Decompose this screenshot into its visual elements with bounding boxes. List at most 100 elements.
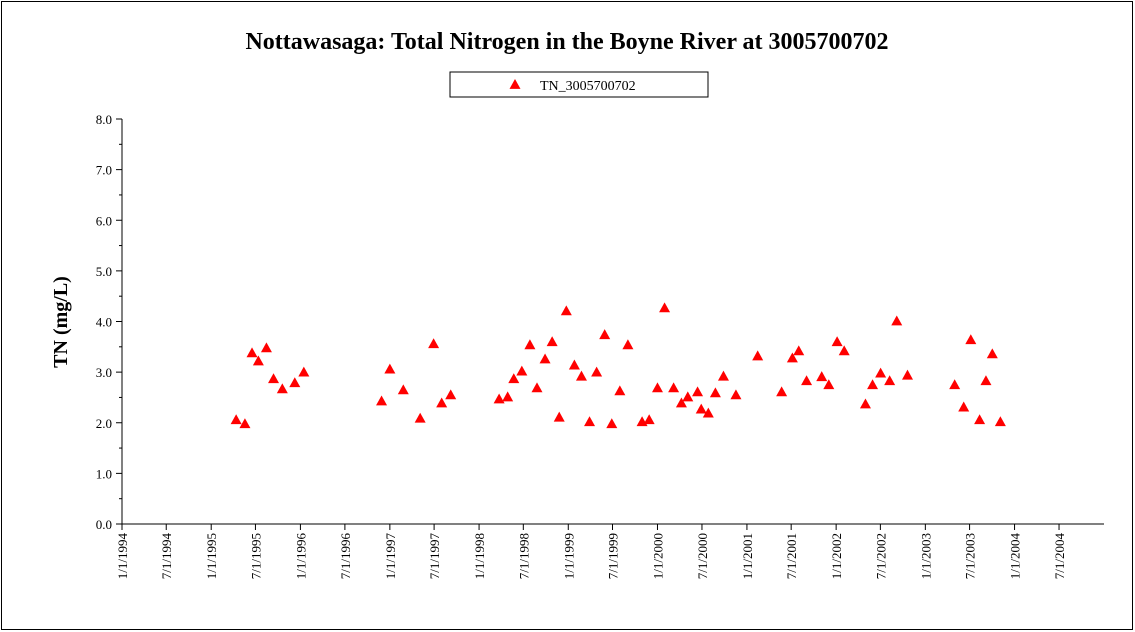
marker [539,353,551,364]
marker [884,375,896,386]
y-tick-label: 7.0 [96,163,112,178]
x-tick-label: 7/1/2001 [784,533,799,579]
marker [801,375,813,386]
marker [651,382,663,393]
marker [584,416,596,427]
marker [786,352,798,363]
y-axis-label: TN (mg/L) [50,276,72,368]
y-tick-label: 6.0 [96,213,112,228]
marker [730,389,742,400]
marker [875,367,887,378]
marker [591,366,603,377]
marker [902,369,914,380]
marker [891,315,903,326]
marker [717,370,729,381]
marker [867,379,879,390]
marker [252,355,264,366]
marker [702,407,714,418]
marker [776,386,788,397]
x-tick-label: 7/1/1995 [248,533,263,579]
marker [289,377,301,388]
marker [986,348,998,359]
marker [980,375,992,386]
marker [298,366,310,377]
marker [268,373,280,384]
x-tick-label: 1/1/1995 [204,533,219,579]
marker [614,385,626,396]
marker [994,416,1006,427]
marker [965,334,977,345]
marker [793,345,805,356]
marker [859,398,871,409]
marker [428,338,440,349]
marker [816,371,828,382]
marker [436,397,448,408]
marker [752,350,764,361]
marker [531,382,543,393]
legend-box [449,71,709,98]
marker [831,336,843,347]
y-tick-label: 8.0 [96,112,112,127]
x-tick-label: 1/1/2002 [829,533,844,579]
marker [622,339,634,350]
x-tick-label: 1/1/2003 [918,533,933,579]
x-tick-label: 7/1/2003 [963,533,978,579]
marker [682,391,694,402]
marker [516,365,528,376]
marker [823,379,835,390]
x-tick-label: 7/1/1996 [338,533,353,580]
marker [553,411,565,422]
marker [675,397,687,408]
marker [668,382,680,393]
x-tick-label: 7/1/2004 [1052,533,1067,580]
x-tick-label: 1/1/2000 [650,533,665,579]
marker [239,418,251,429]
x-tick-label: 7/1/1999 [606,533,621,579]
marker [709,387,721,398]
marker [276,383,288,394]
x-tick-label: 1/1/1997 [383,533,398,580]
y-tick-label: 4.0 [96,315,112,330]
marker [246,347,258,358]
marker [560,305,572,316]
marker [568,359,580,370]
marker [384,363,396,374]
x-tick-label: 7/1/1998 [516,533,531,579]
marker [949,379,961,390]
x-tick-label: 1/1/2001 [740,533,755,579]
y-tick-label: 3.0 [96,365,112,380]
marker [838,345,850,356]
marker [230,414,242,425]
marker [599,329,611,340]
marker [659,302,671,313]
marker [508,373,520,384]
marker [445,389,457,400]
marker [524,339,536,350]
x-tick-label: 7/1/1994 [159,533,174,580]
x-tick-label: 1/1/1996 [293,533,308,580]
marker [695,403,707,414]
marker [260,342,272,353]
marker [376,395,388,406]
marker [974,414,986,425]
x-tick-label: 7/1/2002 [873,533,888,579]
legend-label: TN_3005700702 [540,79,636,94]
y-tick-label: 2.0 [96,416,112,431]
y-tick-label: 0.0 [96,517,112,532]
marker [958,401,970,412]
legend-marker [509,79,521,89]
x-tick-label: 1/1/1994 [115,533,130,580]
marker [692,386,704,397]
x-tick-label: 1/1/1998 [472,533,487,579]
x-tick-label: 7/1/2000 [695,533,710,579]
y-tick-label: 1.0 [96,466,112,481]
marker [643,414,655,425]
y-tick-label: 5.0 [96,264,112,279]
marker [502,391,514,402]
x-tick-label: 7/1/1997 [427,533,442,580]
marker [546,336,558,347]
x-tick-label: 1/1/2004 [1008,533,1023,580]
